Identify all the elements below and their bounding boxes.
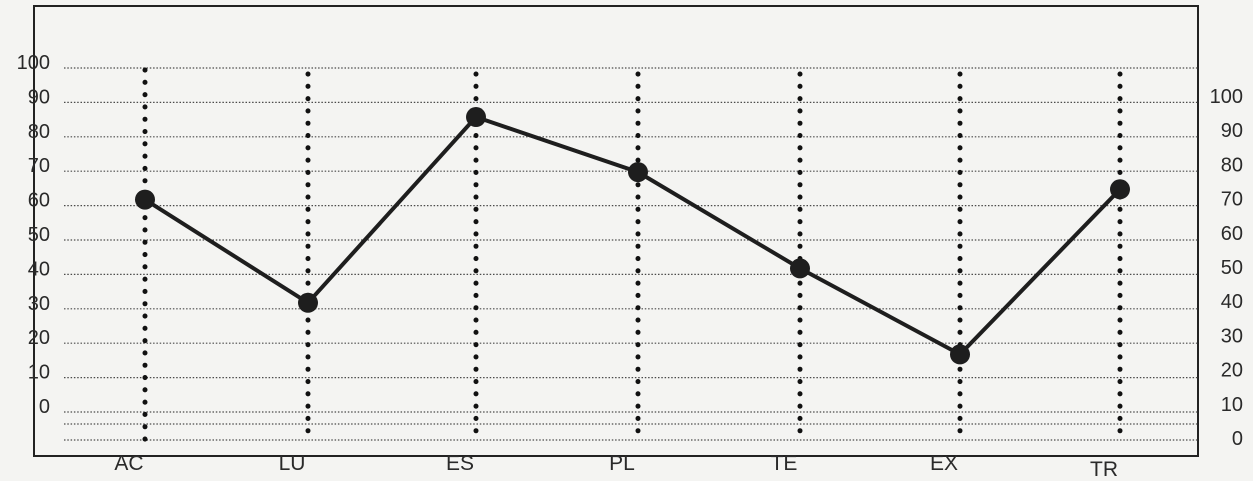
left-axis: 0 10 20 30 40 50 60 70 80 90 100 xyxy=(17,52,50,418)
category-label-PL: PL xyxy=(609,452,635,475)
left-tick-60: 60 xyxy=(28,190,50,212)
category-label-EX: EX xyxy=(930,452,958,475)
left-tick-70: 70 xyxy=(28,155,50,177)
right-tick-100: 100 xyxy=(1210,86,1243,108)
data-point-LU xyxy=(298,292,318,313)
left-tick-30: 30 xyxy=(28,293,50,315)
data-point-ES xyxy=(466,107,486,128)
left-tick-0: 0 xyxy=(39,396,50,418)
left-tick-10: 10 xyxy=(28,362,50,384)
right-tick-30: 30 xyxy=(1221,325,1243,347)
data-point-TR xyxy=(1110,179,1130,200)
data-point-EX xyxy=(950,344,970,365)
plot-frame xyxy=(33,5,1199,457)
gridlines xyxy=(64,67,1198,443)
category-label-TE: TE xyxy=(771,452,798,475)
x-axis: AC LU ES PL TE EX TR xyxy=(114,452,1118,481)
category-label-LU: LU xyxy=(279,452,306,475)
right-tick-0: 0 xyxy=(1232,428,1243,450)
right-tick-70: 70 xyxy=(1221,189,1243,211)
right-tick-80: 80 xyxy=(1221,154,1243,176)
left-tick-20: 20 xyxy=(28,327,50,349)
data-point-AC xyxy=(135,189,155,210)
category-label-TR: TR xyxy=(1090,458,1118,481)
left-tick-40: 40 xyxy=(28,258,50,280)
left-tick-90: 90 xyxy=(28,86,50,108)
left-tick-100: 100 xyxy=(17,52,50,74)
category-label-AC: AC xyxy=(114,452,143,475)
right-tick-10: 10 xyxy=(1221,394,1243,416)
category-label-ES: ES xyxy=(446,452,474,475)
left-tick-50: 50 xyxy=(28,224,50,246)
right-tick-40: 40 xyxy=(1221,291,1243,313)
right-tick-50: 50 xyxy=(1221,257,1243,279)
right-axis: 0 10 20 30 40 50 60 70 80 90 100 xyxy=(1210,86,1243,450)
right-tick-60: 60 xyxy=(1221,223,1243,245)
data-point-TE xyxy=(790,258,810,279)
right-tick-90: 90 xyxy=(1221,120,1243,142)
series xyxy=(135,107,1130,365)
data-point-PL xyxy=(628,162,648,183)
right-tick-20: 20 xyxy=(1221,360,1243,382)
left-tick-80: 80 xyxy=(28,121,50,143)
series-line xyxy=(143,115,1122,357)
